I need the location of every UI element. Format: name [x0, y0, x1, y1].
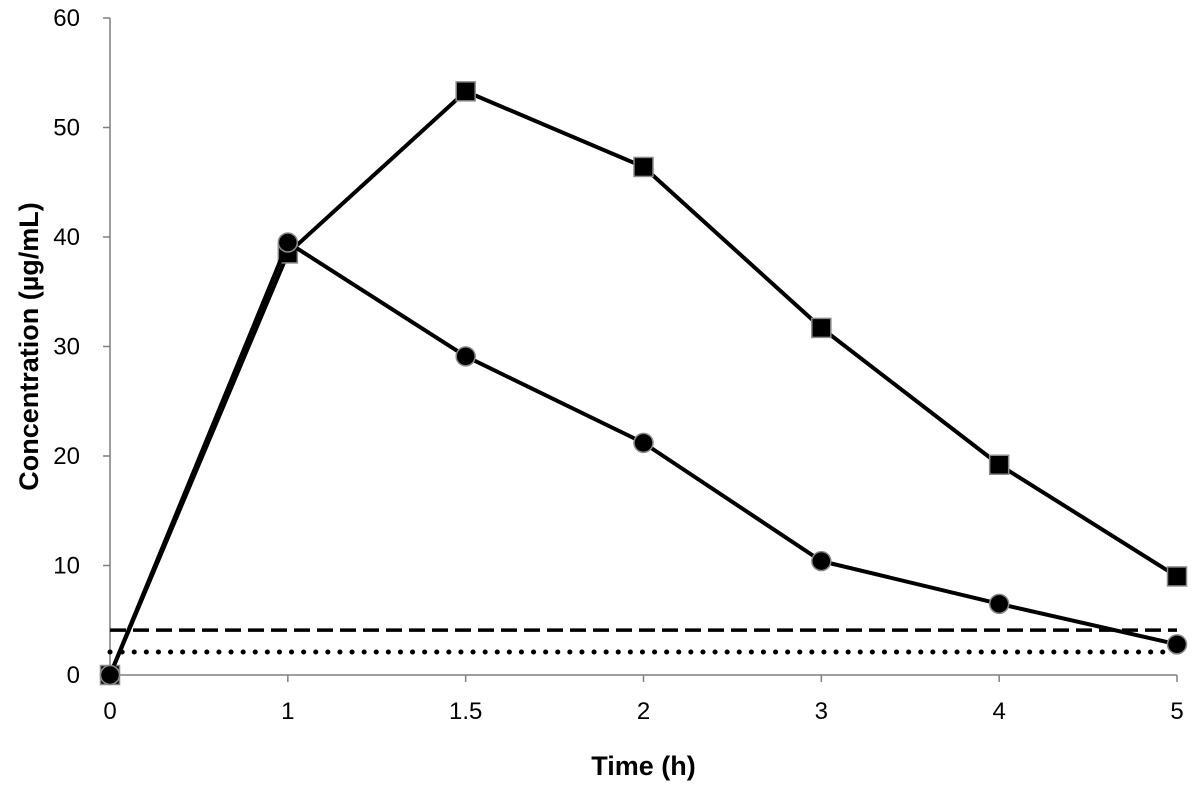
x-tick-label: 4: [992, 698, 1005, 725]
x-ticks: 0 1 1.5 2 3 4 5: [103, 675, 1184, 725]
x-tick-label: 2: [637, 698, 650, 725]
square-marker: [1166, 566, 1188, 587]
y-tick-label: 40: [53, 224, 80, 251]
circle-series-line: [108, 240, 1178, 676]
reference-lines: [107, 628, 1180, 655]
y-tick-label: 60: [53, 5, 80, 32]
square-series-line: [108, 89, 1179, 676]
y-tick-label: 20: [53, 443, 80, 470]
square-marker: [455, 81, 476, 102]
circle-marker: [99, 664, 121, 686]
x-tick-label: 3: [815, 698, 828, 725]
circle-series: [99, 232, 1188, 686]
square-marker: [988, 454, 1010, 476]
x-tick-label: 0: [103, 698, 116, 725]
square-series: [99, 81, 1188, 686]
y-tick-label: 50: [53, 115, 80, 142]
circle-marker: [811, 550, 832, 572]
x-tick-label: 5: [1170, 698, 1183, 725]
circle-marker: [633, 432, 654, 454]
y-axis-title: Concentration (µg/mL): [14, 202, 44, 491]
y-tick-label: 10: [53, 553, 80, 580]
x-tick-label: 1: [281, 698, 294, 725]
x-axis-title: Time (h): [591, 751, 696, 781]
circle-marker: [277, 232, 299, 253]
circle-marker: [988, 593, 1010, 615]
y-tick-label: 30: [53, 334, 80, 361]
series-group: [99, 81, 1188, 686]
square-marker: [633, 156, 654, 178]
axes: [109, 18, 1177, 676]
square-marker: [811, 317, 832, 339]
circle-marker: [455, 346, 476, 367]
x-tick-label: 1.5: [449, 698, 482, 725]
y-tick-label: 0: [67, 662, 80, 689]
y-ticks: 0 10 20 30 40 50 60: [53, 5, 110, 689]
circle-marker: [1166, 634, 1188, 655]
